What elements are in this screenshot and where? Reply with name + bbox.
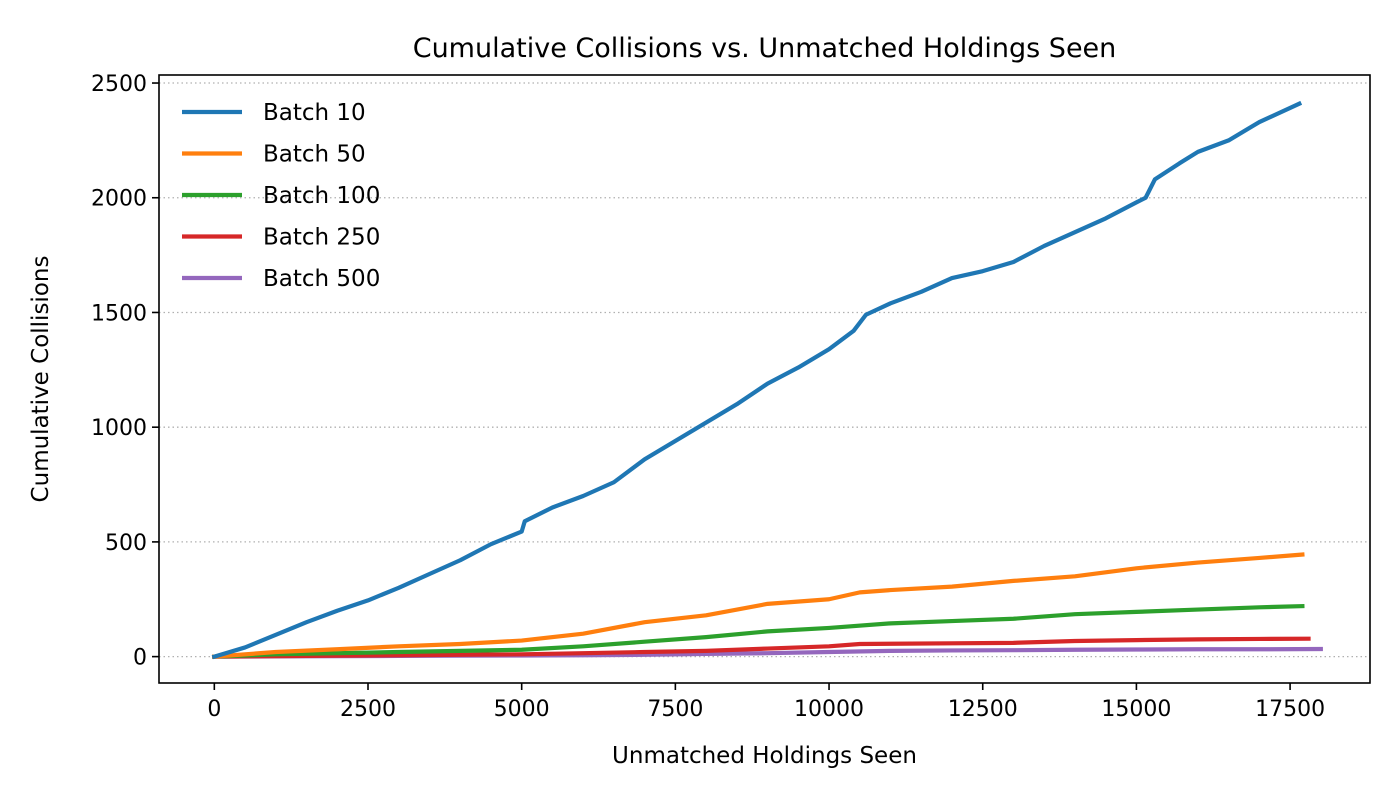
axis-ticks: 0 500 1000 1500 2000 2500 0 2500 5000 7500 10000 12… [91,72,1325,722]
series-line-batch-50 [212,552,1305,659]
legend-label-batch-500: Batch 500 [263,266,380,292]
y-tick-label: 0 [133,646,147,671]
x-tick-label: 10000 [794,697,864,722]
x-tick-label: 12500 [948,697,1018,722]
legend-label-batch-100: Batch 100 [263,183,380,209]
y-tick-label: 1500 [91,301,147,326]
series-line-batch-10 [211,100,1303,660]
series-line-batch-250 [212,636,1311,659]
x-tick-label: 7500 [647,697,703,722]
plot-frame [158,74,1371,684]
x-tick-label: 2500 [340,697,396,722]
x-tick-label: 17500 [1255,697,1325,722]
series-lines [211,100,1323,660]
grid-lines [159,82,1370,658]
legend-label-batch-10: Batch 10 [263,100,366,126]
y-tick-label: 1000 [91,416,147,441]
series-line-batch-100 [212,603,1305,659]
legend: Batch 10 Batch 50 Batch 100 Batch 250 Batch … [182,100,380,292]
x-axis-label: Unmatched Holdings Seen [612,743,917,769]
y-axis-label: Cumulative Collisions [28,256,54,503]
x-tick-label: 0 [207,697,221,722]
y-tick-label: 2000 [91,187,147,212]
y-tick-label: 2500 [91,72,147,97]
legend-label-batch-250: Batch 250 [263,225,380,251]
y-tick-label: 500 [105,531,147,556]
chart-title: Cumulative Collisions vs. Unmatched Hold… [413,33,1117,64]
legend-label-batch-50: Batch 50 [263,142,366,168]
x-tick-label: 5000 [494,697,550,722]
x-tick-label: 15000 [1101,697,1171,722]
